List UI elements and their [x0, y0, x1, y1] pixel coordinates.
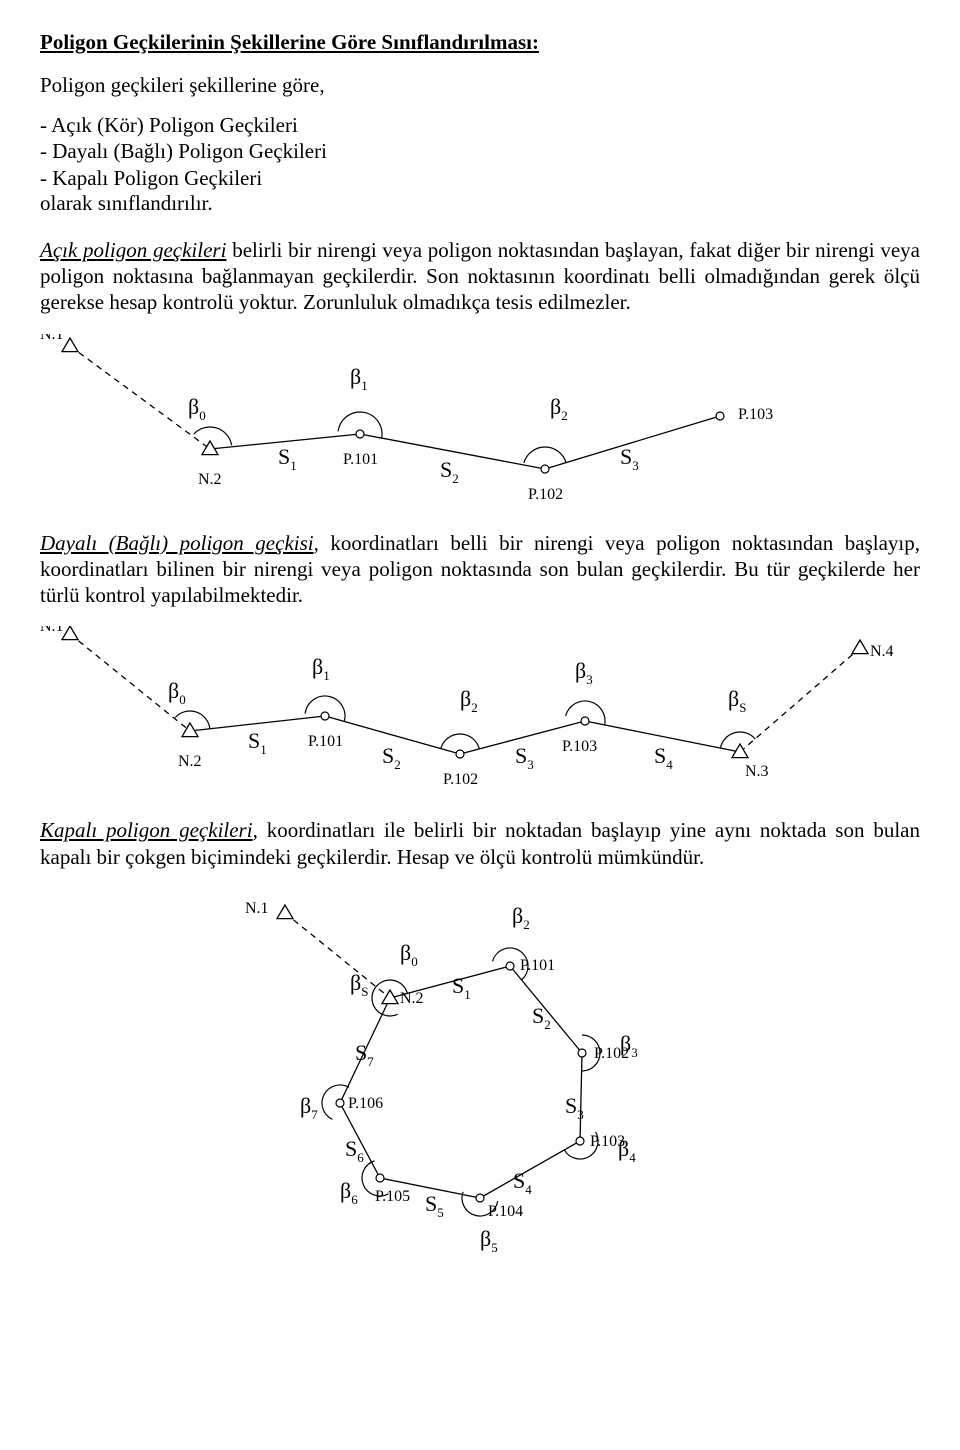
svg-text:β2: β2	[550, 394, 568, 423]
svg-text:N.1: N.1	[245, 900, 269, 917]
svg-text:S2: S2	[440, 457, 459, 486]
svg-text:β7: β7	[300, 1093, 318, 1122]
svg-text:N.2: N.2	[178, 753, 202, 770]
diagram-acik: β0 β1 β2 N.1 N.2 P.101 P.102 P.103 S1 S2 S3	[40, 334, 800, 509]
paragraph-dayali: Dayalı (Bağlı) poligon geçkisi, koordina…	[40, 530, 920, 609]
svg-text:P.101: P.101	[343, 451, 378, 468]
svg-text:P.102: P.102	[528, 486, 563, 503]
svg-text:β0: β0	[400, 940, 418, 969]
list-item-1: - Açık (Kör) Poligon Geçkileri	[40, 112, 920, 138]
svg-text:P.101: P.101	[308, 733, 343, 750]
svg-text:P.106: P.106	[348, 1095, 383, 1112]
svg-text:N.2: N.2	[198, 471, 222, 488]
svg-text:βS: βS	[728, 686, 746, 715]
diagram-dayali: β0 β1 β2 β3 βS N.1 N.2 P.101 P.102 P.103 N.3 N.4 S1 S…	[40, 626, 910, 796]
svg-text:β2: β2	[512, 903, 530, 932]
term-dayali: Dayalı (Bağlı) poligon geçkisi	[40, 531, 314, 555]
svg-text:S7: S7	[355, 1040, 374, 1069]
svg-text:β3: β3	[575, 658, 593, 687]
list-closing: olarak sınıflandırılır.	[40, 191, 920, 216]
svg-text:β0: β0	[188, 394, 206, 423]
svg-text:S1: S1	[248, 728, 267, 757]
paragraph-kapali: Kapalı poligon geçkileri, koordinatları …	[40, 817, 920, 870]
svg-text:S2: S2	[382, 743, 401, 772]
svg-text:P.103: P.103	[562, 738, 597, 755]
svg-text:S2: S2	[532, 1003, 551, 1032]
list-item-3: - Kapalı Poligon Geçkileri	[40, 165, 920, 191]
svg-text:S1: S1	[278, 444, 297, 473]
svg-text:S5: S5	[425, 1191, 444, 1220]
svg-text:βS: βS	[350, 970, 368, 999]
list-item-2: - Dayalı (Bağlı) Poligon Geçkileri	[40, 138, 920, 164]
svg-text:N.3: N.3	[745, 763, 769, 780]
svg-text:β6: β6	[340, 1178, 358, 1207]
intro-text: Poligon geçkileri şekillerine göre,	[40, 73, 920, 98]
svg-text:P.103: P.103	[590, 1133, 625, 1150]
svg-text:S4: S4	[654, 743, 673, 772]
svg-text:β5: β5	[480, 1226, 498, 1255]
svg-text:β1: β1	[350, 364, 368, 393]
svg-text:N.2: N.2	[400, 990, 424, 1007]
svg-text:P.103: P.103	[738, 406, 773, 423]
svg-text:β2: β2	[460, 686, 478, 715]
svg-text:P.102: P.102	[594, 1045, 629, 1062]
svg-text:P.105: P.105	[375, 1188, 410, 1205]
svg-text:S4: S4	[513, 1168, 532, 1197]
svg-text:N.1: N.1	[40, 334, 64, 343]
svg-text:S3: S3	[515, 743, 534, 772]
svg-text:P.104: P.104	[488, 1203, 523, 1220]
svg-text:N.4: N.4	[870, 643, 894, 660]
page-heading: Poligon Geçkilerinin Şekillerine Göre Sı…	[40, 30, 920, 55]
term-acik: Açık poligon geçkileri	[40, 238, 226, 262]
paragraph-acik: Açık poligon geçkileri belirli bir niren…	[40, 237, 920, 316]
svg-text:N.1: N.1	[40, 626, 64, 635]
svg-text:P.102: P.102	[443, 771, 478, 788]
svg-text:β0: β0	[168, 678, 186, 707]
svg-text:S3: S3	[620, 444, 639, 473]
svg-text:S6: S6	[345, 1136, 364, 1165]
svg-text:β1: β1	[312, 654, 330, 683]
diagram-kapali: β0βSβ2β3β4β5β6β7N.1N.2P.101P.102P.103P.1…	[180, 888, 700, 1258]
svg-text:P.101: P.101	[520, 957, 555, 974]
term-kapali: Kapalı poligon geçkileri	[40, 818, 253, 842]
